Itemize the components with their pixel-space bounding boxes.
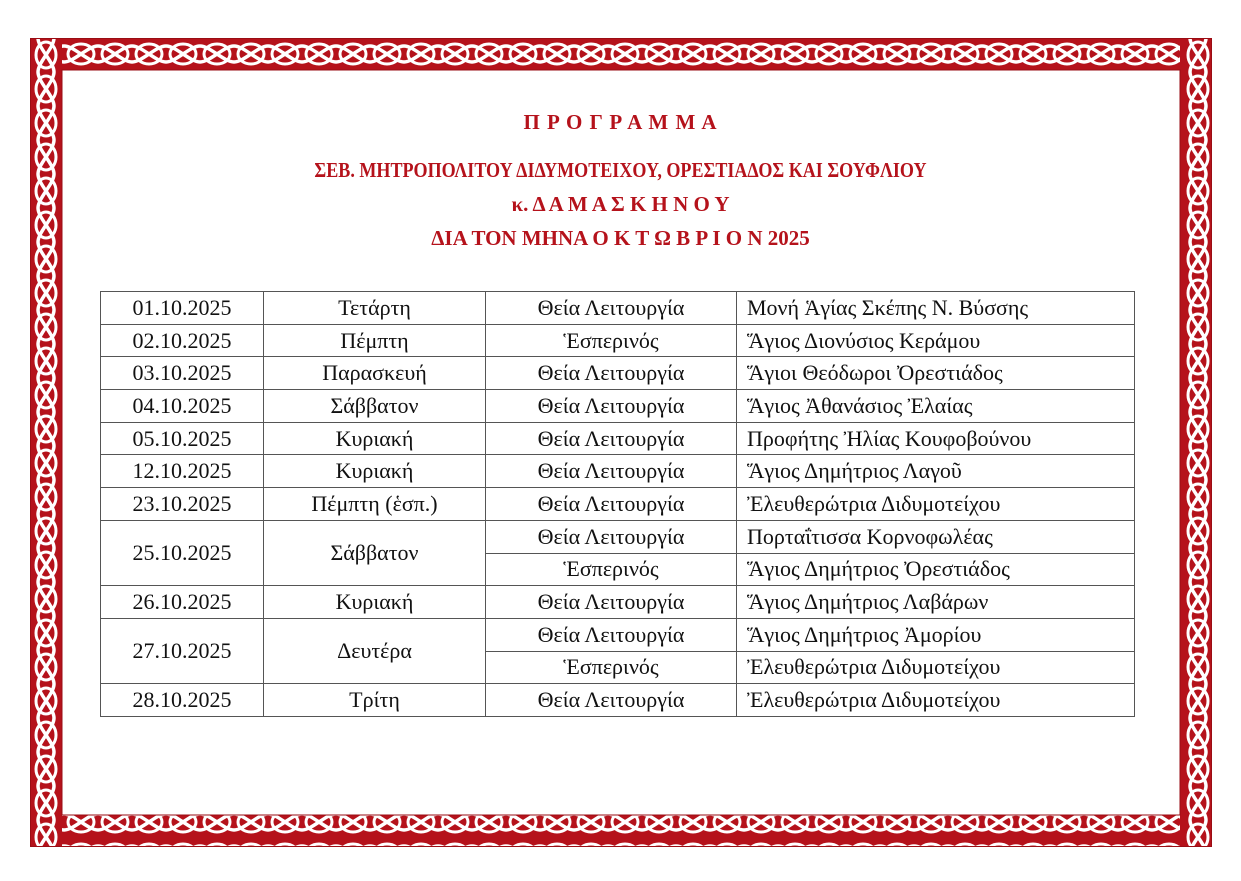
service-cell: Ἑσπερινός [485, 323, 737, 358]
service-cell: Θεία Λειτουργία [485, 389, 737, 423]
date-cell: 25.10.2025 [100, 519, 264, 587]
table-row: 12.10.2025 Κυριακή Θεία Λειτουργία Ἅγιος Δη… [100, 454, 1135, 489]
day-cell: Πέμπτη [263, 323, 486, 358]
date-cell: 28.10.2025 [100, 683, 264, 717]
service-cell: Θεία Λειτουργία [485, 356, 737, 391]
place-cell: Ἅγιος Ἀθανάσιος Ἐλαίας [736, 389, 1135, 423]
date-cell: 26.10.2025 [100, 585, 264, 619]
place-cell: Πορταΐτισσα Κορνοφωλέας [736, 519, 1135, 554]
table-row: 26.10.2025 Κυριακή Θεία Λειτουργία Ἅγιος Δη… [100, 585, 1135, 619]
day-cell: Σάββατον [263, 519, 486, 587]
place-cell: Ἅγιος Δημήτριος Λαγοῦ [736, 454, 1135, 489]
day-cell: Κυριακή [263, 421, 486, 456]
date-cell: 02.10.2025 [100, 323, 264, 358]
day-cell: Δευτέρα [263, 617, 486, 685]
table-row: 25.10.2025 Σάββατον Θεία Λειτουργία Πορταΐτ… [100, 519, 1135, 587]
table-row: 05.10.2025 Κυριακή Θεία Λειτουργία Προφήτης… [100, 421, 1135, 456]
place-cell: Ἅγιοι Θεόδωροι Ὀρεστιάδος [736, 356, 1135, 391]
service-cell: Θεία Λειτουργία [485, 585, 737, 619]
day-cell: Σάββατον [263, 389, 486, 423]
day-cell: Παρασκευή [263, 356, 486, 391]
table-row: 02.10.2025 Πέμπτη Ἑσπερινός Ἅγιος Διονύσιος… [100, 323, 1135, 358]
date-cell: 27.10.2025 [100, 617, 264, 685]
place-cell: Ἅγιος Δημήτριος Λαβάρων [736, 585, 1135, 619]
page-subtitle: ΣΕΒ. ΜΗΤΡΟΠΟΛΙΤΟΥ ΔΙΔΥΜΟΤΕΙΧΟΥ, ΟΡΕΣΤΙΑΔ… [314, 158, 927, 182]
service-cell: Θεία Λειτουργία [485, 617, 737, 652]
bishop-name: κ. Δ Α Μ Α Σ Κ Η Ν Ο Υ [511, 192, 730, 216]
place-cell: Ἐλευθερώτρια Διδυμοτείχου [736, 683, 1135, 717]
place-cell: Ἅγιος Δημήτριος Ὀρεστιάδος [736, 552, 1135, 587]
service-cell: Θεία Λειτουργία [485, 519, 737, 554]
table-row: 27.10.2025 Δευτέρα Θεία Λειτουργία Ἅγιος Δη… [100, 617, 1135, 685]
place-cell: Ἅγιος Δημήτριος Ἀμορίου [736, 617, 1135, 652]
place-cell: Προφήτης Ἠλίας Κουφοβούνου [736, 421, 1135, 456]
date-cell: 23.10.2025 [100, 487, 264, 521]
place-cell: Ἅγιος Διονύσιος Κεράμου [736, 323, 1135, 358]
day-cell: Κυριακή [263, 585, 486, 619]
table-row: 28.10.2025 Τρίτη Θεία Λειτουργία Ἐλευθερώτρ… [100, 683, 1135, 717]
place-cell: Ἐλευθερώτρια Διδυμοτείχου [736, 487, 1135, 521]
service-cell: Ἑσπερινός [485, 552, 737, 587]
service-cell: Θεία Λειτουργία [485, 421, 737, 456]
date-cell: 03.10.2025 [100, 356, 264, 391]
service-cell: Θεία Λειτουργία [485, 291, 737, 325]
table-row: 01.10.2025 Τετάρτη Θεία Λειτουργία Μονή Ἁγί… [100, 291, 1135, 325]
place-cell: Μονή Ἁγίας Σκέπης Ν. Βύσσης [736, 291, 1135, 325]
date-cell: 01.10.2025 [100, 291, 264, 325]
table-row: 04.10.2025 Σάββατον Θεία Λειτουργία Ἅγιος Ἀ… [100, 389, 1135, 423]
service-cell: Θεία Λειτουργία [485, 487, 737, 521]
service-cell: Θεία Λειτουργία [485, 683, 737, 717]
day-cell: Πέμπτη (ἑσπ.) [263, 487, 486, 521]
date-cell: 05.10.2025 [100, 421, 264, 456]
schedule-table: 01.10.2025 Τετάρτη Θεία Λειτουργία Μονή Ἁγί… [100, 291, 1135, 717]
page-title: Π Ρ Ο Γ Ρ Α Μ Μ Α [523, 110, 718, 134]
table-row: 23.10.2025 Πέμπτη (ἑσπ.) Θεία Λειτουργία Ἐλ… [100, 487, 1135, 521]
table-row: 03.10.2025 Παρασκευή Θεία Λειτουργία Ἅγιοι … [100, 356, 1135, 391]
date-cell: 12.10.2025 [100, 454, 264, 489]
service-cell: Θεία Λειτουργία [485, 454, 737, 489]
day-cell: Τρίτη [263, 683, 486, 717]
day-cell: Κυριακή [263, 454, 486, 489]
date-cell: 04.10.2025 [100, 389, 264, 423]
day-cell: Τετάρτη [263, 291, 486, 325]
schedule-period: ΔΙΑ ΤΟΝ ΜΗΝΑ Ο Κ Τ Ω Β Ρ Ι Ο Ν 2025 [431, 226, 810, 250]
place-cell: Ἐλευθερώτρια Διδυμοτείχου [736, 650, 1135, 685]
service-cell: Ἑσπερινός [485, 650, 737, 685]
